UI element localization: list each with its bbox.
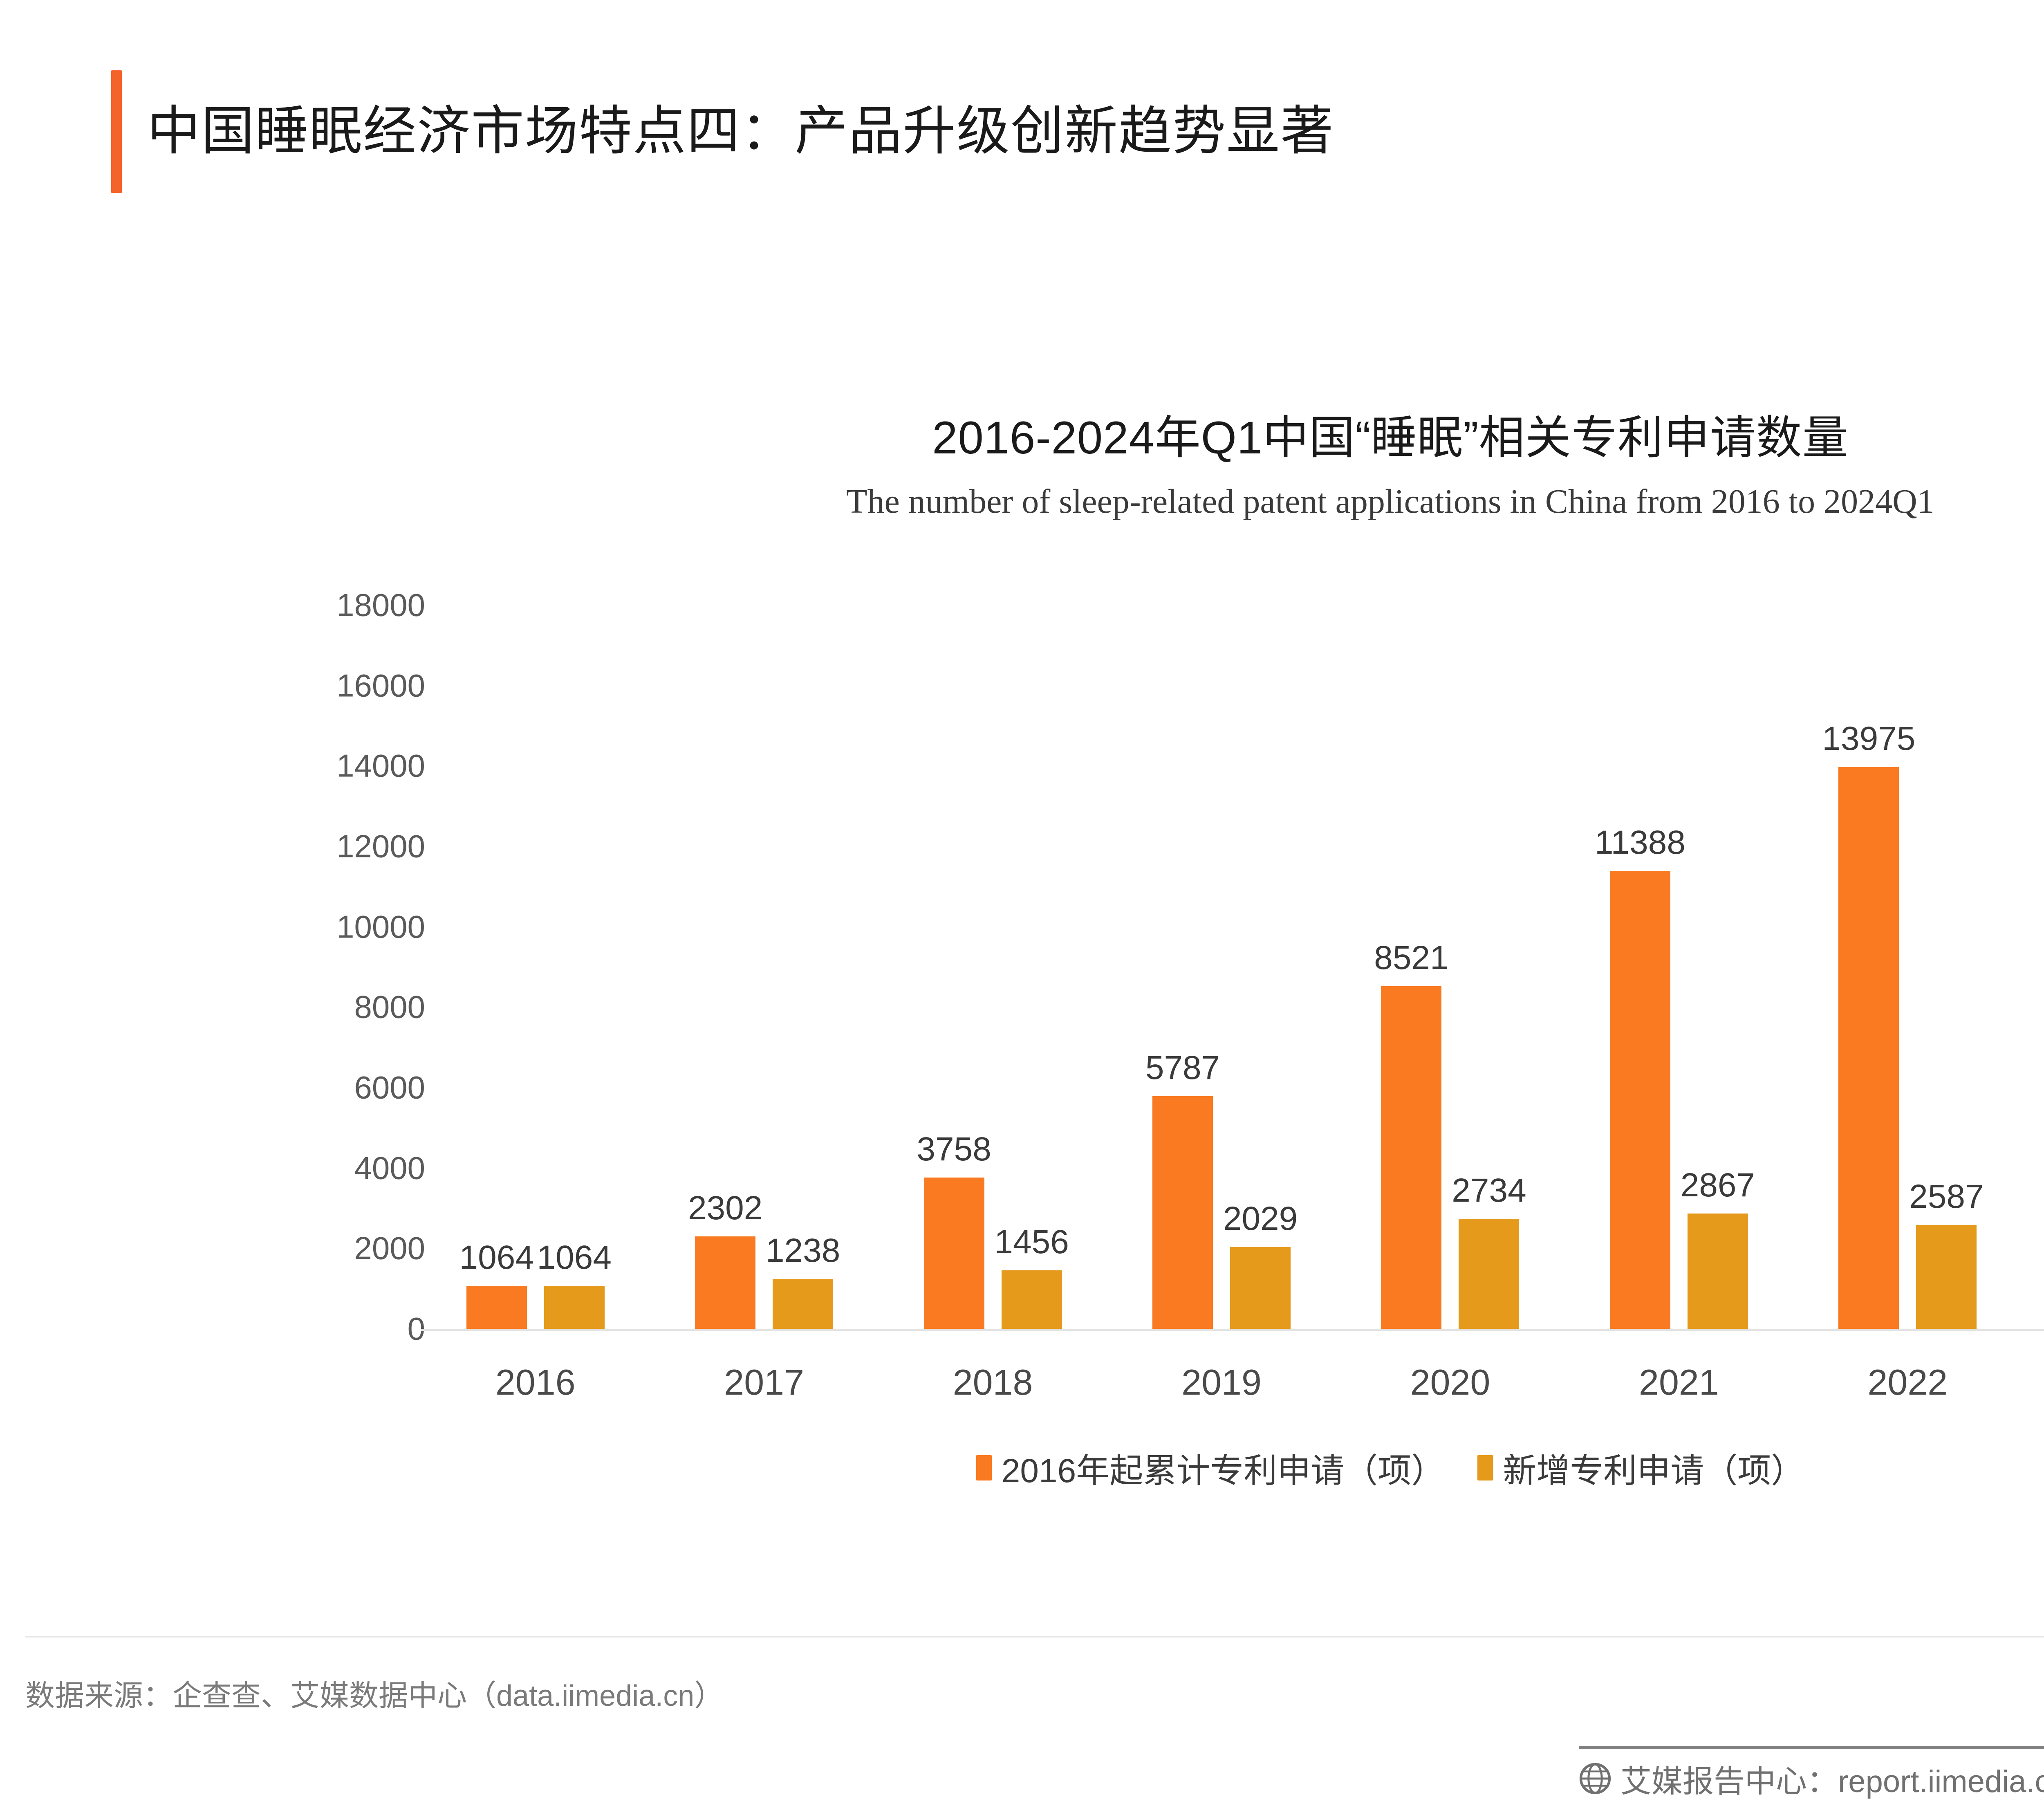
bar-new[interactable] bbox=[544, 1286, 605, 1329]
x-axis-tick-label: 2018 bbox=[953, 1362, 1033, 1402]
bar-value-label: 1456 bbox=[994, 1223, 1069, 1261]
bar-new[interactable] bbox=[1230, 1247, 1291, 1329]
x-axis-tick-label: 2019 bbox=[1181, 1362, 1262, 1402]
chart-legend: 2016年起累计专利申请（项） 新增专利申请（项） bbox=[0, 1443, 2044, 1492]
y-axis-tick-label: 12000 bbox=[336, 828, 425, 864]
bar-cumulative[interactable] bbox=[1381, 986, 1442, 1329]
report-center-link[interactable]: 艾媒报告中心：report.iimedia.cn bbox=[1620, 1764, 2044, 1799]
x-axis-tick-label: 2022 bbox=[1867, 1362, 1948, 1402]
bar-new[interactable] bbox=[1916, 1225, 1977, 1329]
bar-group: 159992024 bbox=[2022, 605, 2044, 1329]
bar-group: 8521 2734 bbox=[1336, 605, 1564, 1329]
bar-value-label: 5787 bbox=[1145, 1049, 1220, 1086]
bar-new[interactable] bbox=[1459, 1219, 1520, 1329]
x-axis-baseline bbox=[421, 1329, 2044, 1331]
y-axis-tick-label: 10000 bbox=[336, 908, 425, 945]
chart-subtitle: The number of sleep-related patent appli… bbox=[846, 482, 1934, 520]
bar-value-label: 1238 bbox=[765, 1232, 840, 1270]
y-axis-tick-label: 6000 bbox=[354, 1069, 425, 1106]
bar-series-container: 1064 1064 2302 1238 3758 1456 5787 2029 8521 2734… bbox=[421, 605, 2044, 1329]
legend-item[interactable]: 新增专利申请（项） bbox=[1477, 1443, 1804, 1492]
page-header: 中国睡眠经济市场特点四：产品升级创新趋势显著 艾 艾媒咨询 iiMedia Re… bbox=[0, 0, 2044, 253]
y-axis-tick-label: 0 bbox=[407, 1310, 425, 1347]
legend-swatch-icon bbox=[1477, 1455, 1493, 1480]
bar-value-label: 13975 bbox=[1822, 720, 1916, 757]
y-axis-tick-label: 4000 bbox=[354, 1150, 425, 1186]
title-accent-bar bbox=[111, 70, 122, 193]
bar-value-label: 1064 bbox=[537, 1239, 612, 1276]
bar-new[interactable] bbox=[1687, 1214, 1748, 1329]
bar-cumulative[interactable] bbox=[923, 1178, 984, 1329]
y-axis-tick-label: 14000 bbox=[336, 747, 425, 784]
bar-cumulative[interactable] bbox=[695, 1236, 756, 1329]
page-title: 中国睡眠经济市场特点四：产品升级创新趋势显著 bbox=[147, 101, 1335, 161]
legend-label: 新增专利申请（项） bbox=[1503, 1452, 1805, 1489]
y-axis-tick-label: 16000 bbox=[336, 667, 425, 704]
x-axis-labels: 201620172018201920202021202220232024Q1 bbox=[421, 1362, 2044, 1419]
y-axis-tick-label: 18000 bbox=[336, 587, 425, 623]
chart-plot-area: 0 2000 4000 6000 8000 10000 12000 14000 16000 180… bbox=[0, 587, 2044, 1357]
bottom-rule bbox=[1579, 1746, 2044, 1749]
legend-swatch-icon bbox=[976, 1455, 992, 1480]
bar-value-label: 1064 bbox=[459, 1239, 534, 1276]
x-axis-tick-label: 2017 bbox=[724, 1362, 805, 1402]
bar-value-label: 3758 bbox=[917, 1131, 991, 1168]
bar-group: 1064 1064 bbox=[421, 605, 650, 1329]
bar-value-label: 2867 bbox=[1680, 1166, 1755, 1204]
footer-source-text: 数据来源：企查查、艾媒数据中心（data.iimedia.cn） bbox=[25, 1680, 724, 1712]
x-axis-tick-label: 2023 bbox=[2022, 1362, 2044, 1403]
legend-item[interactable]: 2016年起累计专利申请（项） bbox=[976, 1443, 1445, 1492]
bar-value-label: 11388 bbox=[1594, 824, 1685, 861]
bar-new[interactable] bbox=[773, 1279, 834, 1329]
bar-cumulative[interactable] bbox=[1838, 767, 1899, 1329]
y-axis-tick-label: 2000 bbox=[354, 1230, 425, 1266]
bar-group: 2302 1238 bbox=[650, 605, 878, 1329]
bar-cumulative[interactable] bbox=[1609, 871, 1670, 1329]
bar-cumulative[interactable] bbox=[466, 1286, 527, 1329]
x-axis-tick-label: 2016 bbox=[495, 1362, 576, 1402]
bar-group: 5787 2029 bbox=[1107, 605, 1336, 1329]
y-axis-tick-label: 8000 bbox=[354, 989, 425, 1025]
bottom-bar: 艾媒报告中心：report.iimedia.cn ©2024 iiMedia R… bbox=[1579, 1754, 2044, 1803]
bar-new[interactable] bbox=[1001, 1270, 1062, 1329]
globe-icon bbox=[1579, 1763, 1611, 1795]
bar-value-label: 2302 bbox=[688, 1189, 763, 1227]
bar-value-label: 2029 bbox=[1223, 1200, 1298, 1238]
bar-value-label: 2587 bbox=[1909, 1178, 1984, 1215]
bar-group: 13975 2587 bbox=[1793, 605, 2022, 1329]
bar-group: 3758 1456 bbox=[879, 605, 1107, 1329]
legend-label: 2016年起累计专利申请（项） bbox=[1001, 1452, 1445, 1489]
bar-value-label: 8521 bbox=[1374, 939, 1449, 977]
bar-value-label: 2734 bbox=[1452, 1172, 1526, 1209]
bar-value-label: 15999 bbox=[2004, 638, 2044, 677]
chart-title: 2016-2024年Q1中国“睡眠”相关专利申请数量 bbox=[932, 412, 1849, 463]
footer-divider bbox=[25, 1636, 2044, 1638]
x-axis-tick-label: 2020 bbox=[1410, 1362, 1490, 1402]
bar-group: 11388 2867 bbox=[1564, 605, 1793, 1329]
bar-cumulative[interactable] bbox=[1152, 1096, 1213, 1329]
x-axis-tick-label: 2021 bbox=[1639, 1362, 1719, 1402]
